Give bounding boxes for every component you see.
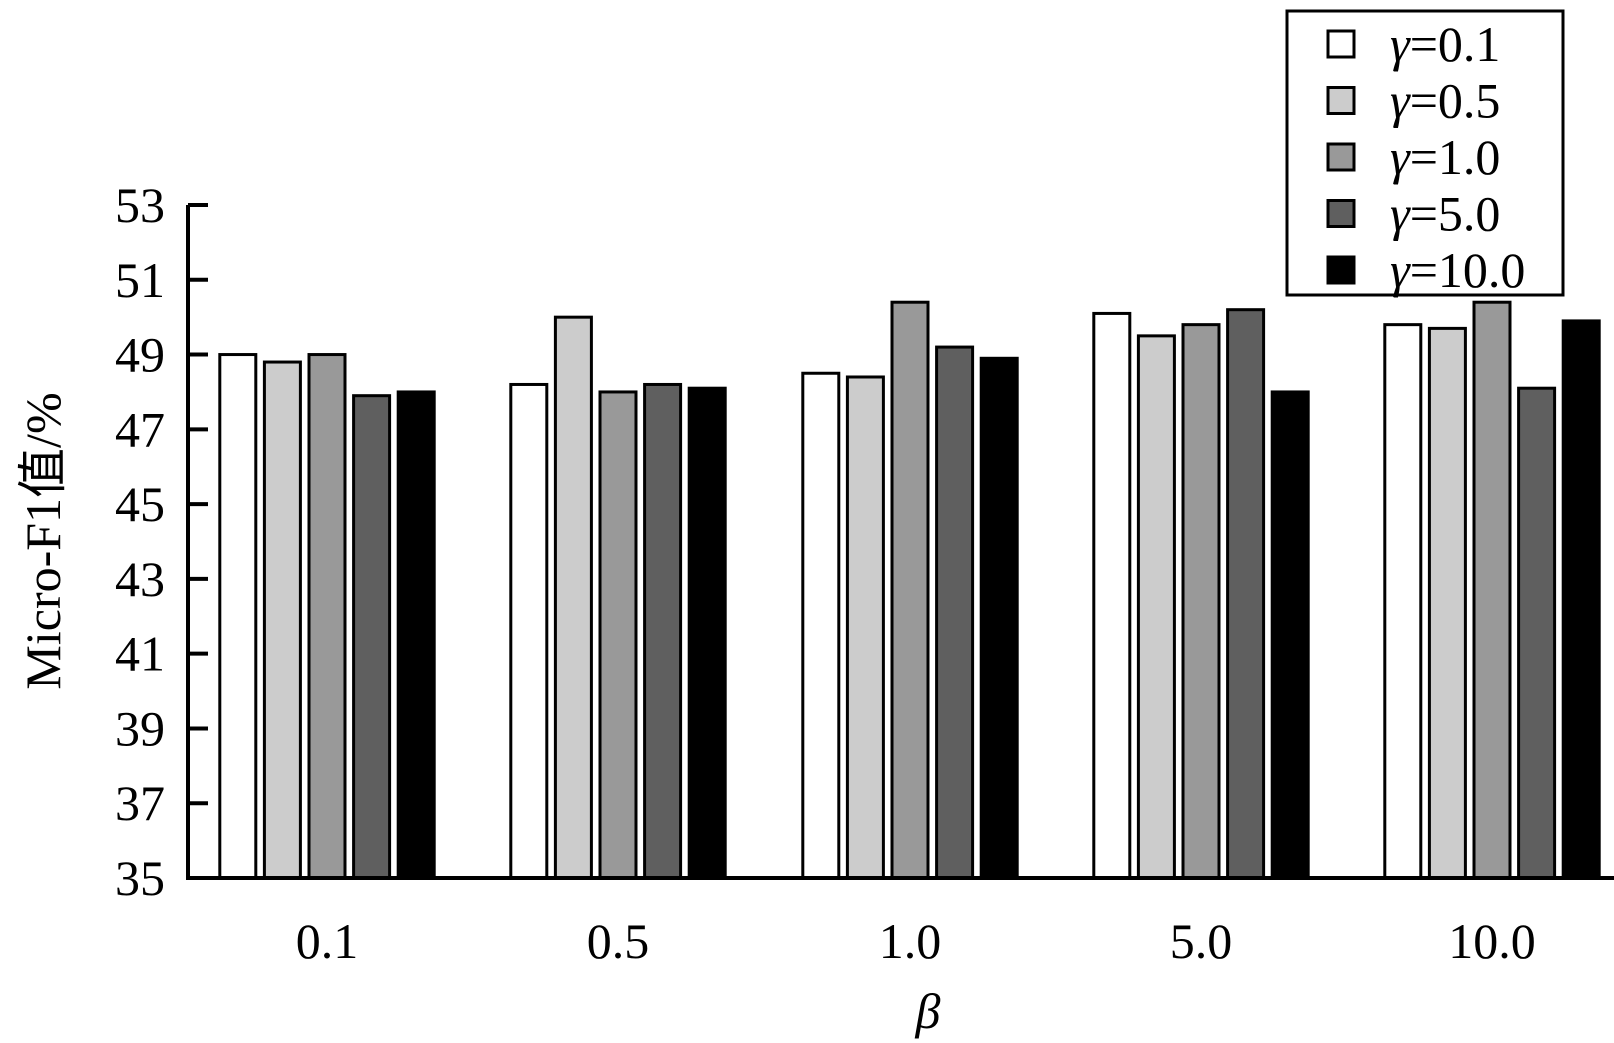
legend-swatch [1326, 199, 1356, 228]
legend-symbol: γ [1390, 16, 1411, 72]
x-axis-label: β [915, 983, 941, 1039]
legend-symbol: γ [1390, 73, 1411, 129]
y-ticks-group: 35 37 39 41 43 45 47 49 51 53 [115, 177, 208, 906]
axes-group [186, 205, 1614, 880]
bar-series-3-cat-2 [935, 345, 975, 880]
legend-value: =10.0 [1410, 242, 1526, 298]
bar-series-2-cat-1 [598, 390, 638, 880]
legend-entry: γ=5.0 [1390, 186, 1500, 242]
y-tick-label: 51 [115, 252, 165, 308]
y-tick-label: 43 [115, 551, 165, 607]
bar-series-4-cat-2 [979, 356, 1019, 880]
bar-series-1-cat-0 [262, 360, 302, 880]
y-tick-label: 37 [115, 775, 165, 831]
y-tick-label: 47 [115, 401, 165, 457]
bar-series-3-cat-1 [643, 382, 683, 880]
y-tick-label: 53 [115, 177, 165, 233]
x-tick-label: 0.5 [587, 913, 650, 969]
bar-series-0-cat-3 [1092, 311, 1132, 880]
legend-entry: γ=1.0 [1390, 129, 1500, 185]
x-tick-label: 1.0 [879, 913, 942, 969]
bar-series-4-cat-4 [1561, 319, 1601, 880]
bar-series-1-cat-2 [845, 375, 885, 880]
bar-series-3-cat-0 [352, 394, 392, 880]
bar-series-2-cat-3 [1181, 323, 1221, 880]
y-tick-label: 39 [115, 700, 165, 756]
legend-symbol: γ [1390, 242, 1411, 298]
legend-symbol: γ [1390, 186, 1411, 242]
bar-series-4-cat-0 [396, 390, 436, 880]
legend-swatch [1326, 255, 1356, 285]
legend-value: =1.0 [1410, 129, 1501, 185]
bar-series-4-cat-3 [1270, 390, 1310, 880]
bar-series-0-cat-0 [218, 353, 258, 880]
bar-series-3-cat-3 [1226, 308, 1266, 880]
bars-group [218, 300, 1601, 880]
legend-value: =0.1 [1410, 16, 1501, 72]
bar-series-3-cat-4 [1517, 386, 1557, 880]
bar-series-1-cat-3 [1136, 334, 1176, 880]
x-tick-label: 5.0 [1170, 913, 1233, 969]
x-tick-label: 10.0 [1448, 913, 1536, 969]
bar-series-0-cat-1 [509, 382, 549, 880]
y-axis-label: Micro-F1值/% [15, 392, 71, 689]
bar-series-2-cat-2 [890, 300, 930, 880]
legend-symbol: γ [1390, 129, 1411, 185]
legend-entry: γ=0.1 [1390, 16, 1500, 72]
bar-series-2-cat-0 [307, 353, 347, 880]
legend-swatch [1326, 29, 1356, 59]
legend-swatch [1326, 142, 1356, 172]
x-ticks-group: 0.1 0.5 1.0 5.0 10.0 [296, 913, 1536, 969]
bar-series-4-cat-1 [687, 386, 727, 880]
legend-value: =5.0 [1410, 186, 1501, 242]
legend-entry: γ=0.5 [1390, 73, 1500, 129]
legend-value: =0.5 [1410, 73, 1501, 129]
y-tick-label: 49 [115, 327, 165, 383]
legend-entry: γ=10.0 [1390, 242, 1525, 298]
y-tick-label: 45 [115, 476, 165, 532]
legend: γ=0.1γ=0.5γ=1.0γ=5.0γ=10.0 [1285, 9, 1565, 298]
bar-series-0-cat-4 [1383, 323, 1423, 880]
legend-swatch [1326, 86, 1356, 115]
bar-series-2-cat-4 [1472, 300, 1512, 880]
x-tick-label: 0.1 [296, 913, 359, 969]
bar-series-1-cat-4 [1427, 326, 1467, 880]
y-tick-label: 35 [115, 850, 165, 906]
y-tick-label: 41 [115, 626, 165, 682]
bar-series-1-cat-1 [553, 315, 593, 880]
bar-series-0-cat-2 [801, 371, 841, 880]
